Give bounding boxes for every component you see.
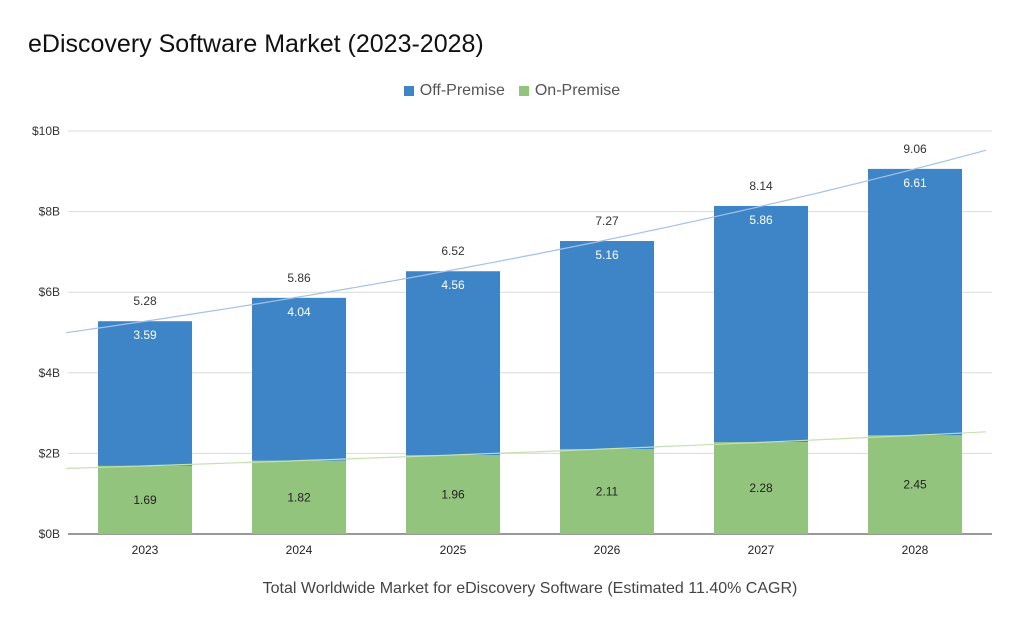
data-label-total: 7.27 <box>595 214 619 228</box>
x-tick-label: 2026 <box>594 543 621 557</box>
data-label-off-premise: 6.61 <box>903 176 927 190</box>
bar-off-premise <box>252 297 346 461</box>
data-label-total: 9.06 <box>903 142 927 156</box>
data-label-off-premise: 4.56 <box>441 278 465 292</box>
legend-label-on-premise: On-Premise <box>534 82 621 99</box>
legend-swatch-on-premise <box>518 86 529 96</box>
bar-on-premise <box>714 442 808 534</box>
data-label-off-premise: 4.04 <box>287 305 311 319</box>
data-label-off-premise: 5.86 <box>749 213 773 227</box>
data-label-off-premise: 3.59 <box>133 328 157 342</box>
y-tick-label: $6B <box>39 285 60 299</box>
trendline-on-premise <box>65 431 987 469</box>
bar-off-premise <box>406 271 500 456</box>
y-tick-label: $10B <box>32 124 60 138</box>
data-label-off-premise: 5.16 <box>595 248 619 262</box>
x-tick-label: 2025 <box>440 543 467 557</box>
legend-swatch-off-premise <box>403 86 414 96</box>
bar-on-premise <box>868 435 962 534</box>
legend-item-on-premise: On-Premise <box>518 82 621 100</box>
legend: Off-Premise On-Premise <box>0 82 1024 100</box>
x-tick-label: 2024 <box>286 543 313 557</box>
chart-title: eDiscovery Software Market (2023-2028) <box>28 30 484 58</box>
legend-label-off-premise: Off-Premise <box>419 82 505 99</box>
data-label-on-premise: 1.82 <box>287 490 311 504</box>
trendline-off-premise <box>65 149 987 334</box>
data-label-total: 5.28 <box>133 294 157 308</box>
legend-item-off-premise: Off-Premise <box>403 82 505 100</box>
x-tick-label: 2023 <box>132 543 159 557</box>
y-tick-label: $4B <box>39 366 60 380</box>
data-label-total: 8.14 <box>749 179 773 193</box>
y-tick-label: $8B <box>39 205 60 219</box>
bar-off-premise <box>714 205 808 443</box>
y-tick-label: $0B <box>39 527 60 541</box>
bar-off-premise <box>868 168 962 436</box>
data-label-on-premise: 2.11 <box>596 484 619 498</box>
data-label-on-premise: 2.45 <box>903 478 927 492</box>
bar-off-premise <box>98 321 192 466</box>
bar-on-premise <box>98 465 192 534</box>
data-label-on-premise: 1.69 <box>133 493 157 507</box>
x-axis-label: Total Worldwide Market for eDiscovery So… <box>262 580 798 597</box>
data-label-on-premise: 2.28 <box>749 481 773 495</box>
bar-off-premise <box>560 241 654 449</box>
x-tick-label: 2027 <box>748 543 775 557</box>
y-tick-label: $2B <box>39 446 60 460</box>
bar-on-premise <box>252 460 346 534</box>
bar-on-premise <box>406 455 500 534</box>
x-tick-label: 2028 <box>902 543 929 557</box>
data-label-on-premise: 1.96 <box>441 488 465 502</box>
bar-on-premise <box>560 448 654 534</box>
data-label-total: 6.52 <box>441 244 465 258</box>
data-label-total: 5.86 <box>287 271 311 285</box>
